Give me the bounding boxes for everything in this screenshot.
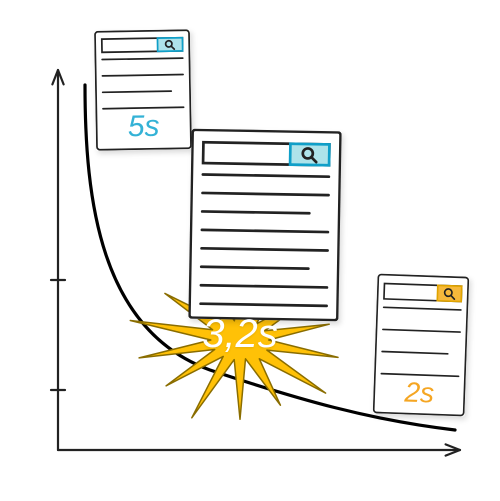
page-card: 5s	[94, 29, 192, 151]
load-time-decay-diagram: { "canvas": { "width": 500, "height": 50…	[0, 0, 500, 501]
burst-label: 3,2s	[180, 312, 300, 357]
page-card	[188, 129, 341, 322]
page-load-time: 5s	[95, 109, 192, 145]
page-load-time: 2s	[373, 375, 466, 410]
page-card: 2s	[373, 273, 470, 416]
